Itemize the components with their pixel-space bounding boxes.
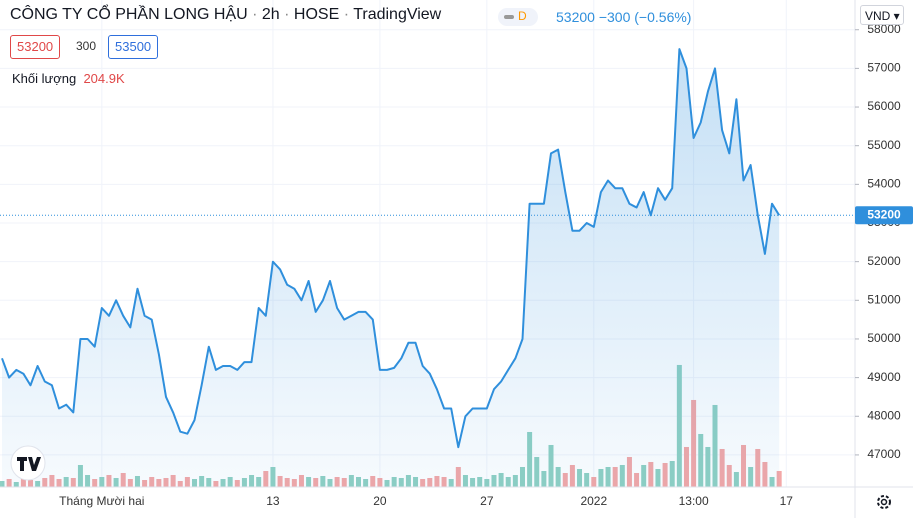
x-tick-label: 20 bbox=[373, 494, 387, 508]
currency: VND bbox=[865, 9, 891, 23]
tv-logo bbox=[10, 445, 46, 481]
y-tick-label: 58000 bbox=[867, 22, 901, 36]
exchange: HOSE bbox=[293, 6, 340, 23]
y-tick-label: 55000 bbox=[867, 138, 901, 152]
bid-box[interactable]: 53200 bbox=[10, 35, 61, 59]
last-price-tag bbox=[855, 206, 913, 225]
price-line bbox=[1, 48, 781, 449]
y-tick-label: 57000 bbox=[867, 61, 901, 75]
symbol-title: CÔNG TY CỔ PHẦN LONG HẬU bbox=[10, 6, 248, 23]
settings-icon[interactable] bbox=[877, 495, 891, 509]
x-tick-label: 17 bbox=[780, 494, 794, 508]
y-tick-label: 51000 bbox=[867, 292, 901, 306]
x-tick-label: 13 bbox=[266, 494, 280, 508]
header-line: CÔNG TY CỔ PHẦN LONG HẬU · 2h · HOSE · T… bbox=[10, 6, 442, 23]
change-pct: (−0.56%) bbox=[634, 9, 692, 25]
interval: 2h bbox=[261, 6, 280, 23]
last-price: 53200 bbox=[556, 9, 595, 25]
y-tick-label: 47000 bbox=[867, 447, 901, 461]
status-badge: D bbox=[518, 9, 527, 23]
y-tick-label: 50000 bbox=[867, 331, 901, 345]
y-tick-label: 52000 bbox=[867, 254, 901, 268]
y-tick-label: 48000 bbox=[867, 408, 901, 422]
last-price-label: 53200 bbox=[867, 207, 901, 221]
y-tick-label: 54000 bbox=[867, 177, 901, 191]
currency-select[interactable]: VND ▾ bbox=[860, 5, 904, 25]
price-area bbox=[2, 49, 780, 487]
x-tick-label: 27 bbox=[480, 494, 494, 508]
x-tick-label: Tháng Mười hai bbox=[59, 494, 144, 508]
x-tick-label: 13:00 bbox=[679, 494, 709, 508]
volume-value: 204.9K bbox=[83, 71, 125, 86]
price-change: 53200 −300 (−0.56%) bbox=[556, 9, 691, 25]
change: −300 bbox=[598, 9, 631, 25]
volume-legend: Khối lượng 204.9K bbox=[12, 71, 125, 86]
source: TradingView bbox=[353, 6, 442, 23]
volume-title: Khối lượng bbox=[12, 71, 77, 86]
ask-box[interactable]: 53500 bbox=[108, 35, 159, 59]
y-tick-label: 49000 bbox=[867, 370, 901, 384]
spread: 300 bbox=[76, 39, 97, 53]
y-tick-label: 56000 bbox=[867, 99, 901, 113]
x-tick-label: 2022 bbox=[580, 494, 607, 508]
status-pill[interactable]: D bbox=[498, 8, 538, 26]
